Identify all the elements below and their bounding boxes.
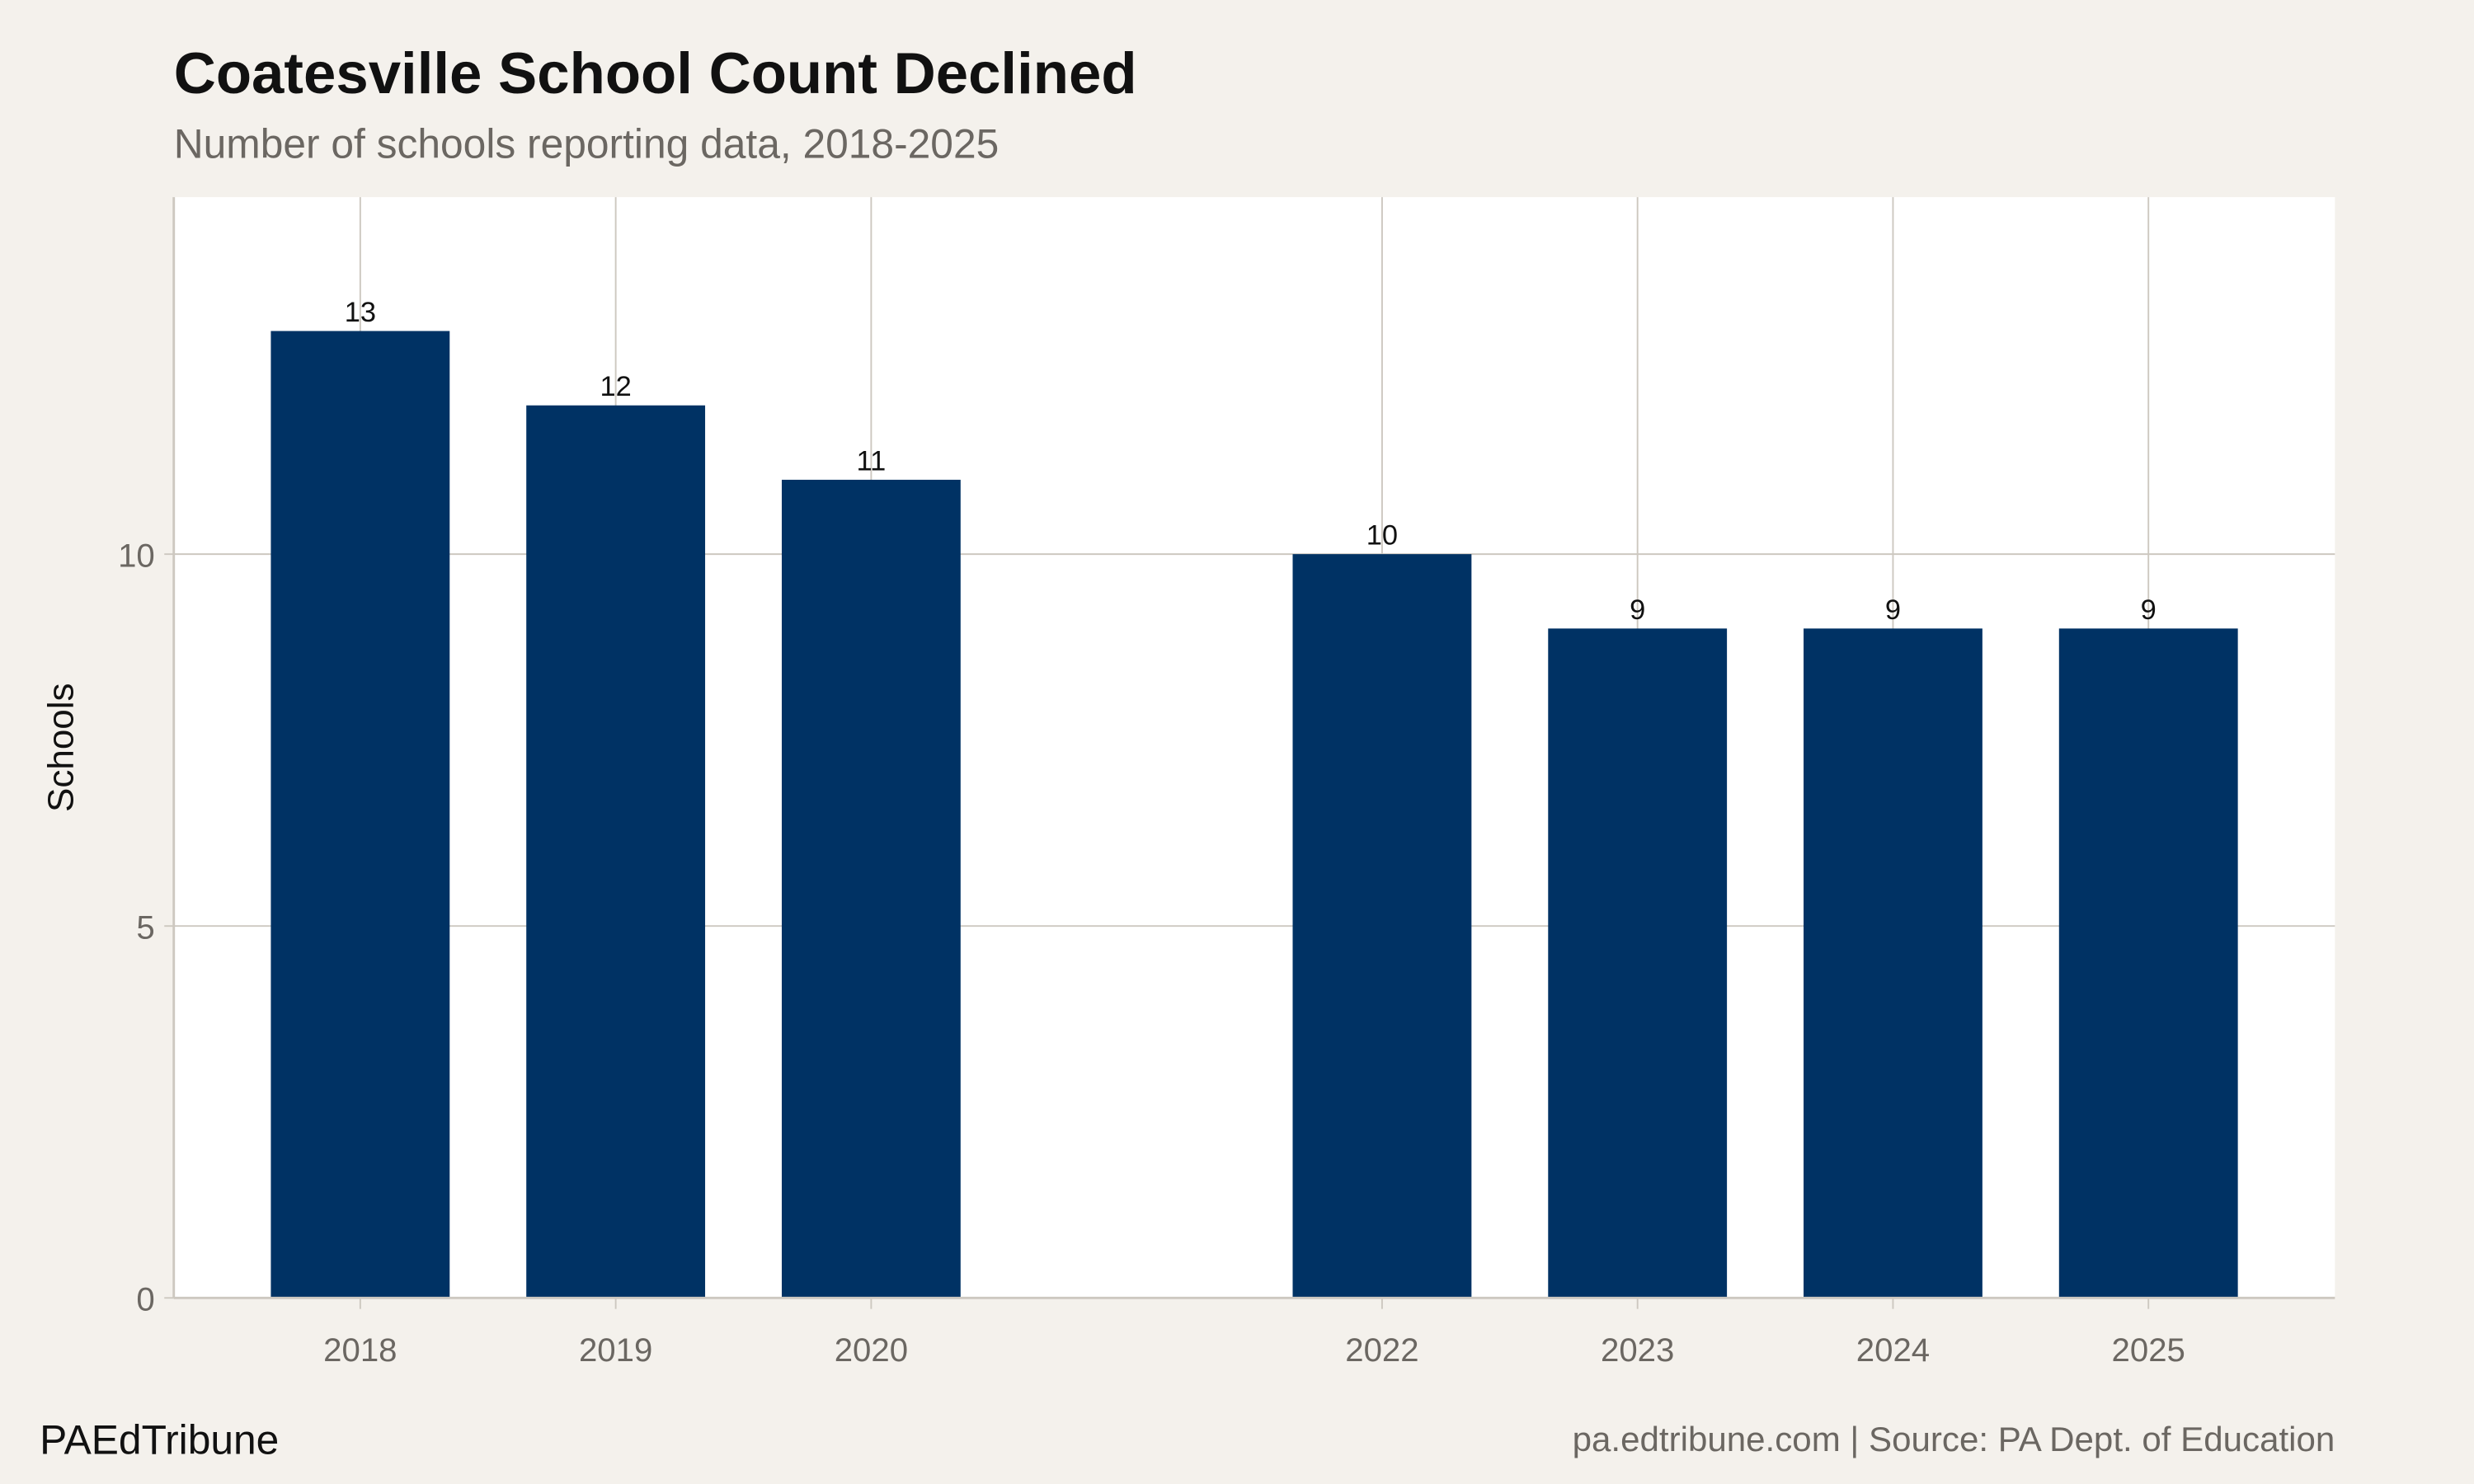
bar-2024 bbox=[1804, 628, 1982, 1298]
bars bbox=[270, 331, 2238, 1298]
footer-source: pa.edtribune.com | Source: PA Dept. of E… bbox=[1573, 1420, 2335, 1458]
data-label: 9 bbox=[2141, 594, 2157, 626]
x-tick-label: 2019 bbox=[579, 1331, 652, 1369]
chart-subtitle: Number of schools reporting data, 2018-2… bbox=[174, 120, 999, 167]
data-label: 13 bbox=[345, 297, 376, 328]
bar-2020 bbox=[781, 479, 961, 1298]
axes: 0 5 10 2018 2019 2020 2022 2023 2024 2025 bbox=[118, 197, 2335, 1369]
y-tick-label: 0 bbox=[136, 1281, 154, 1318]
bar-2023 bbox=[1548, 628, 1728, 1298]
y-axis-label: Schools bbox=[40, 683, 81, 811]
x-tick-label: 2024 bbox=[1856, 1331, 1930, 1369]
data-labels: 13 12 11 10 9 9 9 bbox=[345, 297, 2157, 626]
x-tick-label: 2022 bbox=[1345, 1331, 1418, 1369]
bar-2022 bbox=[1292, 554, 1472, 1298]
y-tick-label: 10 bbox=[118, 537, 155, 574]
bar-2025 bbox=[2058, 628, 2238, 1298]
x-tick-label: 2025 bbox=[2112, 1331, 2185, 1369]
bar-2019 bbox=[526, 405, 706, 1298]
data-label: 11 bbox=[857, 445, 887, 477]
chart-title: Coatesville School Count Declined bbox=[174, 40, 1137, 106]
x-tick-label: 2018 bbox=[323, 1331, 397, 1369]
x-tick-label: 2020 bbox=[835, 1331, 908, 1369]
plot-panel bbox=[173, 197, 2335, 1298]
data-label: 9 bbox=[1630, 594, 1645, 626]
data-label: 10 bbox=[1366, 520, 1398, 552]
bar-2018 bbox=[270, 331, 450, 1298]
footer-brand: PAEdTribune bbox=[40, 1417, 279, 1463]
data-label: 9 bbox=[1885, 594, 1901, 626]
data-label: 12 bbox=[600, 371, 631, 402]
x-tick-label: 2023 bbox=[1601, 1331, 1674, 1369]
y-tick-label: 5 bbox=[136, 909, 154, 946]
